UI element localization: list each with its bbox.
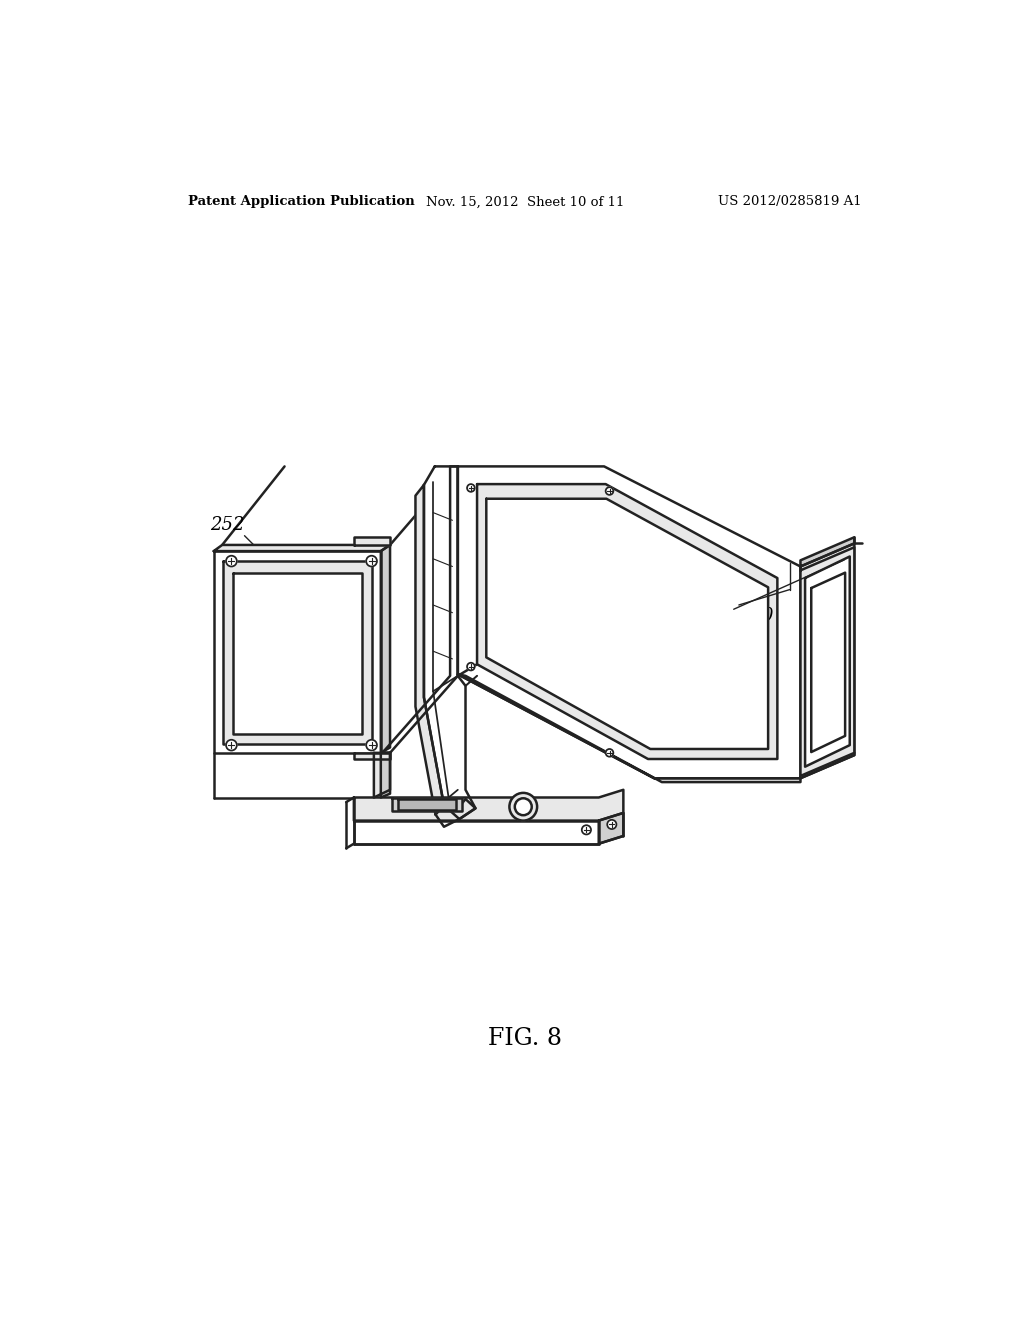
Polygon shape bbox=[214, 552, 381, 752]
Polygon shape bbox=[435, 799, 475, 826]
Polygon shape bbox=[392, 797, 462, 812]
Text: 250: 250 bbox=[733, 615, 767, 634]
Polygon shape bbox=[233, 573, 361, 734]
Text: Patent Application Publication: Patent Application Publication bbox=[188, 195, 415, 209]
Circle shape bbox=[467, 663, 475, 671]
Polygon shape bbox=[477, 484, 777, 759]
Circle shape bbox=[582, 825, 591, 834]
Polygon shape bbox=[801, 537, 854, 566]
Polygon shape bbox=[374, 752, 390, 797]
Text: 252: 252 bbox=[210, 516, 245, 535]
Polygon shape bbox=[805, 557, 850, 767]
Polygon shape bbox=[354, 537, 390, 545]
Polygon shape bbox=[223, 561, 372, 743]
Polygon shape bbox=[801, 544, 854, 779]
Polygon shape bbox=[811, 573, 845, 752]
Circle shape bbox=[605, 748, 613, 756]
Polygon shape bbox=[382, 466, 458, 752]
Polygon shape bbox=[381, 752, 390, 797]
Polygon shape bbox=[416, 484, 444, 814]
Polygon shape bbox=[458, 466, 801, 779]
Polygon shape bbox=[486, 499, 768, 748]
Circle shape bbox=[607, 820, 616, 829]
Polygon shape bbox=[354, 821, 599, 843]
Polygon shape bbox=[381, 545, 390, 752]
Circle shape bbox=[515, 799, 531, 816]
Polygon shape bbox=[354, 789, 624, 821]
Polygon shape bbox=[424, 466, 475, 818]
Circle shape bbox=[605, 487, 613, 495]
Polygon shape bbox=[599, 813, 624, 843]
Circle shape bbox=[226, 739, 237, 751]
Polygon shape bbox=[354, 752, 390, 759]
Circle shape bbox=[467, 484, 475, 492]
Polygon shape bbox=[397, 799, 457, 810]
Polygon shape bbox=[214, 545, 390, 552]
Circle shape bbox=[226, 556, 237, 566]
Polygon shape bbox=[458, 675, 801, 781]
Text: FIG. 8: FIG. 8 bbox=[487, 1027, 562, 1049]
Text: 250: 250 bbox=[739, 607, 773, 624]
Circle shape bbox=[509, 793, 538, 821]
Text: US 2012/0285819 A1: US 2012/0285819 A1 bbox=[719, 195, 862, 209]
Circle shape bbox=[367, 556, 377, 566]
Text: Nov. 15, 2012  Sheet 10 of 11: Nov. 15, 2012 Sheet 10 of 11 bbox=[426, 195, 624, 209]
Circle shape bbox=[367, 739, 377, 751]
Polygon shape bbox=[801, 752, 854, 779]
Polygon shape bbox=[801, 548, 854, 776]
